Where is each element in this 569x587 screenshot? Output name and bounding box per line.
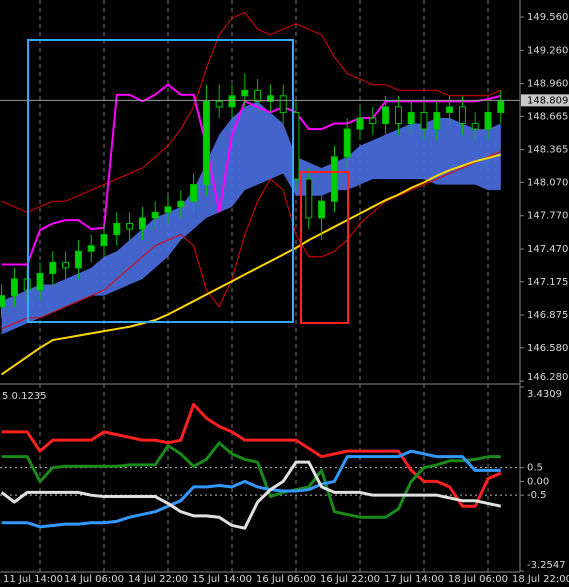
y-tick-label: 3.4309: [527, 389, 562, 400]
candle-body: [394, 106, 402, 125]
indicator-label: 5 0.1235: [2, 391, 47, 402]
candle-body: [382, 106, 390, 125]
candle-body: [343, 128, 351, 158]
candle-body: [100, 234, 108, 247]
indicator-line: [1, 83, 502, 266]
candle-body: [458, 106, 466, 125]
candle-body: [446, 106, 454, 113]
candle-body: [254, 89, 262, 102]
candle-body: [62, 261, 70, 269]
y-tick-label: -3.2547: [527, 560, 566, 571]
candle-body: [202, 100, 210, 186]
candle-body: [356, 117, 364, 130]
x-tick-label: 18 Jul 06:00: [448, 574, 508, 585]
indicator-line: [1, 11, 501, 213]
x-tick-label: 16 Jul 22:00: [320, 574, 380, 585]
candle-body: [484, 111, 492, 130]
candle-body: [241, 89, 249, 97]
y-tick-label: 146.580: [527, 343, 568, 354]
current-price-label: 148.809: [527, 95, 568, 106]
candle-body: [279, 95, 287, 113]
candle-body: [138, 217, 146, 230]
y-tick-label: 0.5: [527, 463, 543, 474]
y-tick-label: 148.960: [527, 79, 568, 90]
drawn-rectangle: [27, 39, 294, 323]
candle-body: [74, 250, 82, 269]
x-tick-label: 15 Jul 14:00: [192, 574, 252, 585]
candle-body: [420, 111, 428, 130]
drawn-rectangle: [300, 171, 349, 324]
x-tick-label: 14 Jul 06:00: [64, 574, 124, 585]
candle-body: [190, 184, 198, 202]
oscillator-line: [1, 449, 501, 529]
candle-body: [318, 200, 326, 219]
candle-body: [49, 261, 57, 274]
y-tick-label: 146.280: [527, 372, 568, 383]
candle-body: [215, 100, 223, 108]
candle-body: [266, 95, 274, 102]
candle-body: [497, 100, 505, 113]
candle-body: [305, 178, 313, 219]
candle-body: [164, 206, 172, 213]
indicator-line: [1, 153, 502, 376]
candle-body: [369, 117, 377, 125]
x-tick-label: 14 Jul 22:00: [128, 574, 188, 585]
current-price-box: [521, 94, 569, 107]
y-tick-label: 146.875: [527, 310, 568, 321]
candle-body: [87, 245, 95, 252]
oscillator-line: [1, 441, 501, 519]
candle-body: [471, 123, 479, 130]
candle-body: [113, 222, 121, 236]
x-tick-label: 16 Jul 06:00: [256, 574, 316, 585]
candle-body: [0, 295, 6, 308]
y-tick-label: 147.770: [527, 211, 568, 222]
indicator-line: [1, 150, 501, 330]
y-tick-label: -0.5: [527, 490, 547, 501]
candle-body: [407, 111, 415, 125]
y-tick-label: 149.560: [527, 12, 568, 23]
x-tick-label: 17 Jul 14:00: [384, 574, 444, 585]
y-tick-label: 148.665: [527, 111, 568, 122]
y-tick-label: 0.00: [527, 476, 549, 487]
y-tick-label: 148.070: [527, 177, 568, 188]
candle-body: [151, 211, 159, 219]
candle-body: [126, 222, 134, 230]
cloud: [1, 101, 501, 335]
y-tick-label: 149.260: [527, 45, 568, 56]
candle-body: [330, 156, 338, 202]
x-tick-label: 11 Jul 14:00: [3, 574, 63, 585]
y-tick-label: 147.470: [527, 244, 568, 255]
candle-body: [433, 111, 441, 130]
y-tick-label: 148.365: [527, 145, 568, 156]
candle-body: [177, 200, 185, 208]
candle-body: [10, 278, 18, 297]
candle-body: [36, 272, 44, 291]
y-tick-label: 147.175: [527, 277, 568, 288]
x-tick-label: 18 Jul 22:00: [512, 574, 569, 585]
oscillator-line: [0, 460, 502, 530]
candle-body: [228, 95, 236, 108]
